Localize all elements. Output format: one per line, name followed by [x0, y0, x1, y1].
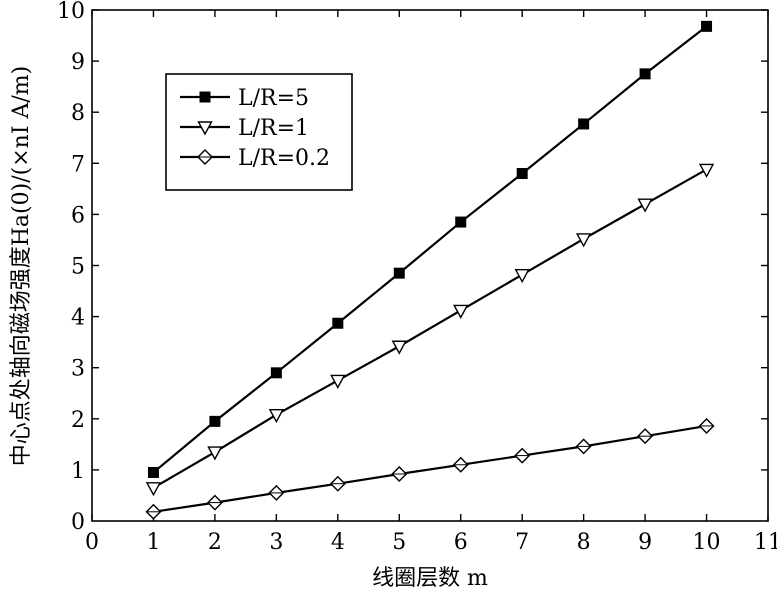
legend-marker: [197, 121, 213, 136]
series-line: [152, 25, 708, 474]
series-group: [145, 417, 715, 520]
x-tick-label: 9: [638, 530, 652, 555]
legend: L/R=5 L/R=1 L/R=0.2: [165, 73, 353, 191]
series-group: [145, 163, 715, 497]
data-point: [270, 367, 282, 379]
data-point: [455, 216, 467, 228]
y-tick-label: 9: [71, 50, 85, 75]
legend-marker: [199, 91, 211, 103]
data-point: [330, 374, 346, 389]
x-tick-label: 11: [754, 530, 777, 555]
y-axis-label: 中心点处轴向磁场强度Ha(0)/(×nI A/m): [9, 66, 34, 467]
data-point: [147, 466, 159, 478]
data-point: [453, 304, 469, 319]
data-point: [575, 233, 592, 248]
data-point: [639, 68, 651, 80]
y-tick-label: 10: [57, 0, 85, 24]
y-tick-label: 2: [71, 408, 85, 433]
y-tick-label: 3: [71, 357, 85, 382]
series-line: [152, 168, 708, 489]
data-point: [145, 482, 162, 497]
series-layer: [145, 20, 715, 520]
y-axis-ticks: 1 2 3 4 5 6 7 8 9 10 0: [57, 0, 768, 535]
y-tick-label: 5: [71, 255, 85, 280]
data-point: [514, 268, 530, 284]
y-tick-label: 1: [71, 459, 85, 484]
y-tick-label: 6: [71, 203, 85, 228]
legend-label: L/R=1: [238, 116, 309, 141]
data-point: [578, 118, 590, 130]
series-group: [147, 20, 713, 478]
legend-label: L/R=5: [238, 86, 309, 111]
x-tick-label: 5: [392, 530, 406, 555]
x-axis-ticks: 0 1 2 3 4 5 6 7 8 9 10 11: [85, 10, 777, 555]
data-point: [268, 409, 285, 424]
legend-label: L/R=0.2: [238, 146, 330, 171]
data-point: [637, 198, 653, 213]
x-tick-label: 2: [208, 530, 222, 555]
data-point: [393, 267, 405, 279]
series-line: [153, 424, 707, 513]
x-tick-label: 10: [693, 530, 721, 555]
data-point: [516, 168, 528, 180]
data-point: [698, 163, 715, 178]
x-tick-label: 8: [577, 530, 591, 555]
y-tick-label-zero: 0: [71, 510, 85, 535]
y-tick-label: 4: [71, 306, 85, 331]
x-tick-label: 3: [269, 530, 283, 555]
x-tick-label: 0: [85, 530, 99, 555]
data-point: [332, 317, 344, 329]
data-point: [391, 340, 407, 355]
y-tick-label: 7: [71, 152, 85, 177]
y-tick-label: 8: [71, 101, 85, 126]
legend-box: [165, 73, 353, 191]
data-point: [207, 446, 223, 461]
data-point: [209, 415, 221, 427]
x-tick-label: 1: [146, 530, 160, 555]
x-tick-label: 7: [515, 530, 529, 555]
x-axis-label: 线圈层数 m: [372, 566, 488, 591]
data-point: [701, 20, 713, 32]
x-tick-label: 4: [331, 530, 345, 555]
x-tick-label: 6: [454, 530, 468, 555]
